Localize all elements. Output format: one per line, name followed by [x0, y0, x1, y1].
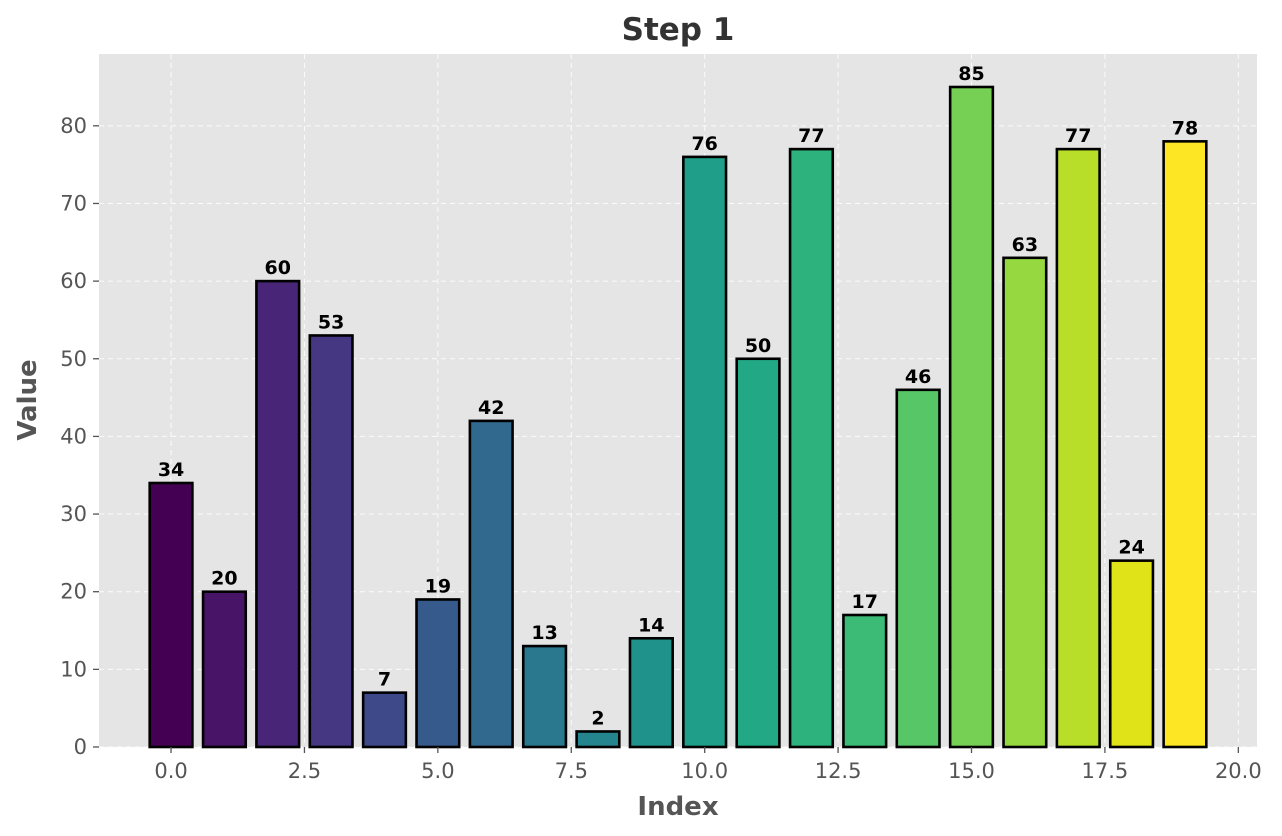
x-tick-label: 10.0 [681, 759, 728, 783]
x-tick-label: 5.0 [421, 759, 454, 783]
bar [308, 334, 354, 749]
bar [895, 388, 941, 749]
bar-value-label: 24 [1118, 537, 1144, 559]
x-tick-label: 15.0 [948, 759, 995, 783]
bar-value-label: 46 [905, 366, 931, 388]
bar [415, 598, 461, 749]
bar-value-label: 53 [318, 311, 344, 333]
bar [735, 357, 781, 749]
bar [201, 590, 248, 749]
y-tick-label: 70 [60, 191, 87, 215]
bar [575, 730, 621, 749]
bars [148, 85, 1208, 749]
y-tick-label: 40 [60, 424, 87, 448]
bar-value-label: 14 [638, 614, 664, 636]
bar-value-label: 63 [1012, 234, 1038, 256]
bar-value-label: 2 [591, 707, 604, 729]
bar-value-label: 78 [1172, 117, 1198, 139]
x-axis-ticks: 0.0 2.5 5.0 7.5 10.0 12.5 15.0 17.5 20.0 [154, 747, 1262, 783]
bar-value-label: 76 [691, 133, 717, 155]
bar-value-label: 60 [265, 257, 291, 279]
bar-value-label: 20 [211, 568, 237, 590]
bar [468, 419, 514, 749]
bar [1055, 147, 1101, 749]
bar-value-label: 7 [378, 669, 391, 691]
y-tick-label: 0 [74, 735, 87, 759]
x-tick-label: 17.5 [1082, 759, 1129, 783]
bar [255, 279, 301, 749]
bar-value-label: 17 [852, 591, 878, 613]
bar [948, 85, 995, 749]
bar-value-label: 77 [798, 125, 824, 147]
bar [361, 691, 408, 749]
y-tick-label: 80 [60, 114, 87, 138]
bar-value-label: 85 [958, 63, 984, 85]
y-tick-label: 60 [60, 269, 87, 293]
bar [682, 155, 728, 749]
y-axis-ticks: 0 10 20 30 40 50 60 70 80 [60, 114, 99, 759]
bar [842, 613, 888, 749]
bar [148, 481, 194, 749]
y-tick-label: 30 [60, 502, 87, 526]
x-axis-label: Index [637, 792, 718, 822]
x-tick-label: 2.5 [288, 759, 321, 783]
y-tick-label: 10 [60, 657, 87, 681]
x-tick-label: 12.5 [815, 759, 862, 783]
bar-value-label: 34 [158, 459, 184, 481]
y-axis-label: Value [13, 359, 43, 440]
bar-value-label: 13 [531, 622, 557, 644]
x-tick-label: 20.0 [1215, 759, 1262, 783]
bar [1162, 140, 1208, 749]
bar-value-label: 50 [745, 335, 771, 357]
data-labels: 34 20 60 53 7 19 42 13 2 14 76 50 77 17 46 85 63 77 24 78 [158, 63, 1198, 729]
bar [1002, 256, 1048, 749]
x-tick-label: 7.5 [555, 759, 588, 783]
bar-value-label: 42 [478, 397, 504, 419]
bar [521, 644, 568, 749]
y-tick-label: 20 [60, 580, 87, 604]
bar [788, 147, 835, 749]
chart-title: Step 1 [622, 12, 735, 48]
bar-value-label: 77 [1065, 125, 1091, 147]
bar [628, 636, 674, 749]
y-tick-label: 50 [60, 347, 87, 371]
bar-value-label: 19 [425, 575, 451, 597]
bar [1108, 559, 1155, 749]
x-tick-label: 0.0 [154, 759, 187, 783]
